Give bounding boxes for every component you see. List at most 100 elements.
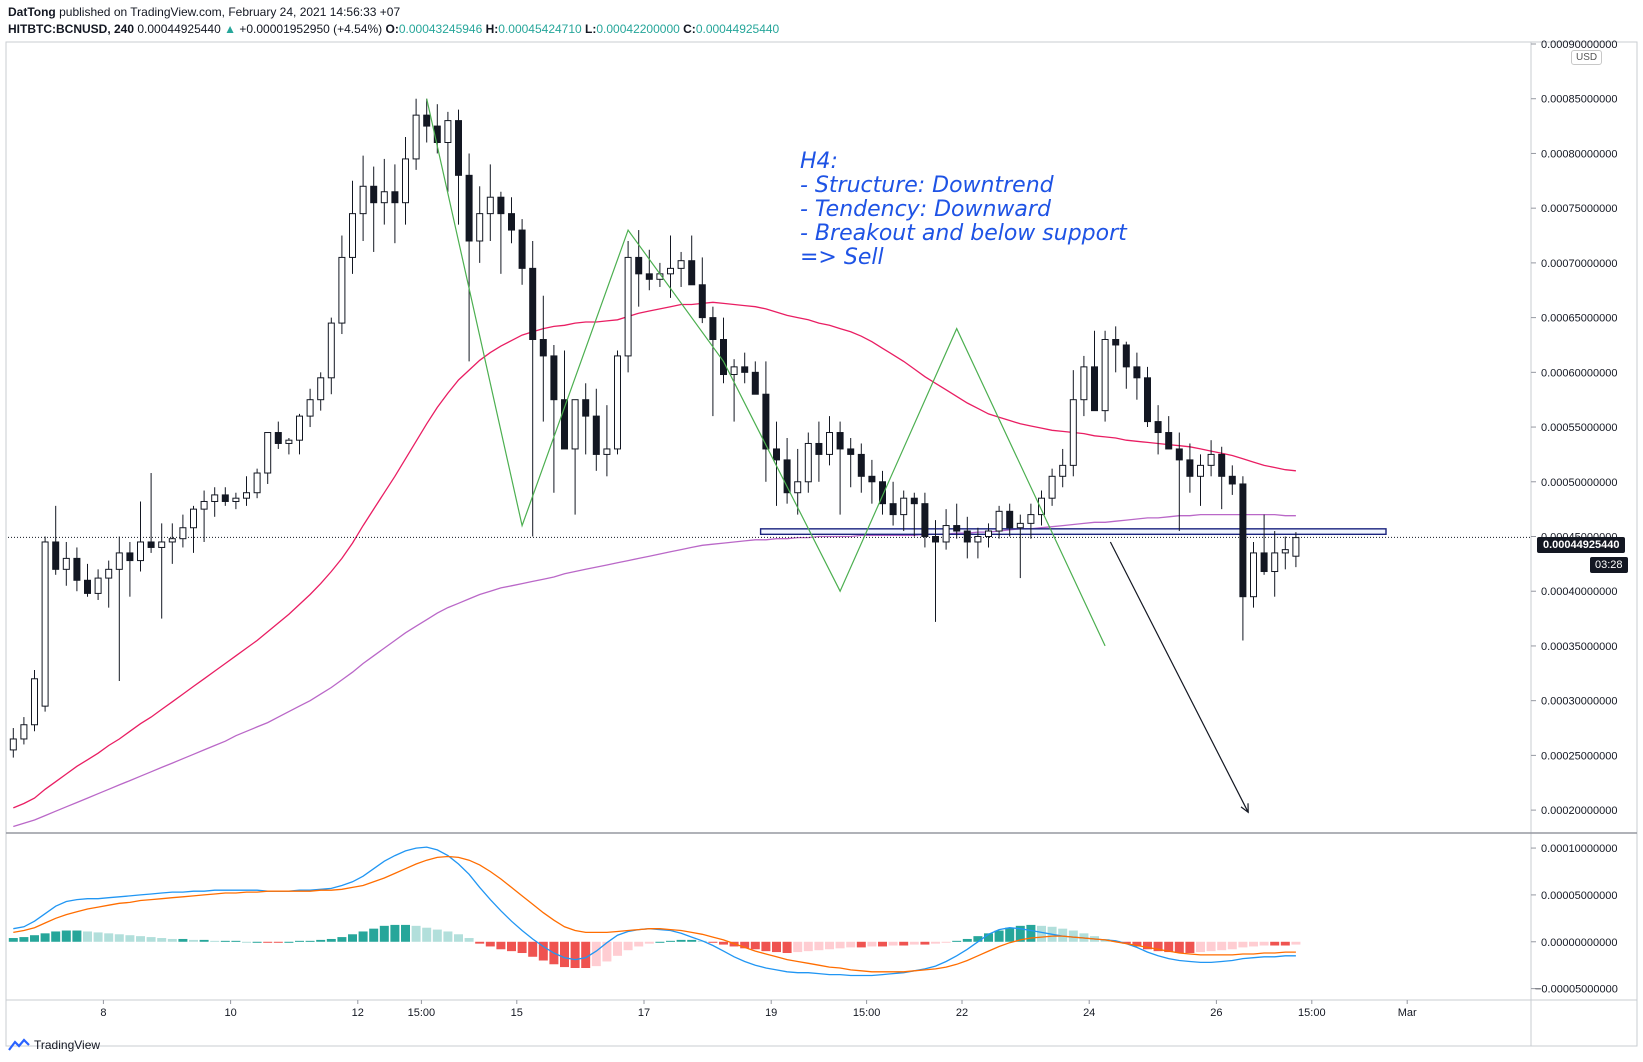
macd-axis[interactable]: 0.00010000000 0.00005000000 0.00000000000 −…	[1531, 843, 1618, 996]
price-tick-label: 0.00090000000	[1541, 39, 1617, 51]
candle	[592, 388, 600, 471]
low-label: L:	[585, 22, 597, 36]
candle	[868, 459, 876, 504]
macd-histogram-bar	[1206, 941, 1216, 952]
candle-body	[338, 256, 346, 324]
candle	[476, 186, 484, 263]
candle	[1144, 366, 1151, 428]
candle-body	[285, 439, 293, 444]
ohlc-legend: HITBTC:BCNUSD, 240 0.00044925440 ▲ +0.00…	[8, 22, 779, 36]
currency-button[interactable]: USD	[1571, 50, 1603, 65]
candle-body	[200, 500, 208, 510]
candle	[921, 492, 929, 548]
author-name[interactable]: DatTong	[8, 5, 56, 19]
candle-body	[688, 260, 696, 286]
candle-body	[1112, 339, 1120, 346]
price-axis[interactable]: 0.00090000000 0.00085000000 0.00080000000 0…	[1531, 39, 1617, 817]
candle	[84, 563, 91, 597]
macd-histogram-bar	[284, 941, 294, 943]
publisher-line: DatTong published on TradingView.com, Fe…	[8, 5, 400, 19]
candle-body	[1144, 377, 1151, 423]
candle	[126, 541, 134, 597]
note-line-3: - Tendency: Downward	[800, 197, 1051, 222]
time-tick-label: 15:00	[853, 1007, 881, 1019]
publish-info: published on TradingView.com, February 2…	[59, 5, 401, 19]
bar-countdown-tag: 03:28	[1590, 557, 1628, 573]
candle	[635, 230, 643, 307]
candle	[794, 448, 802, 515]
candle	[910, 492, 918, 537]
candle-body	[1197, 464, 1204, 477]
time-tick-label: 15:00	[1298, 1007, 1326, 1019]
candle	[985, 523, 992, 548]
support-zone[interactable]	[8, 528, 1531, 538]
symbol-label[interactable]: HITBTC:BCNUSD, 240	[8, 22, 135, 36]
macd-panel	[8, 846, 1301, 977]
candle	[317, 372, 325, 411]
candle-body	[221, 494, 229, 502]
macd-histogram-bar	[634, 941, 644, 947]
time-axis[interactable]: 8 10 12 15:00 15 17 19 15:00 22 24 26 15:00 Mar	[100, 1000, 1417, 1019]
candle-body	[635, 256, 643, 275]
candle	[730, 359, 738, 422]
candle	[857, 443, 865, 493]
low-value: 0.00042200000	[596, 22, 680, 36]
candle	[285, 438, 293, 455]
ema-slow-line	[13, 513, 1296, 828]
macd-histogram-bar	[1280, 941, 1290, 946]
zigzag-lines[interactable]	[426, 98, 1106, 647]
candle	[942, 509, 950, 550]
candle-body	[1133, 366, 1141, 379]
candle-body	[592, 415, 600, 455]
candle	[518, 219, 526, 285]
macd-histogram-bar	[189, 939, 198, 942]
tradingview-logo[interactable]: TradingView	[8, 1038, 100, 1052]
candle-body	[879, 481, 886, 505]
macd-histogram-bar	[1005, 927, 1015, 942]
candle	[741, 352, 749, 384]
candle	[1069, 370, 1077, 477]
macd-tick-label: 0.00010000000	[1541, 843, 1617, 855]
ema-fast-line	[13, 301, 1296, 809]
analysis-note[interactable]: H4: - Structure: Downtrend - Tendency: D…	[800, 150, 1127, 270]
macd-histogram-bar	[1227, 941, 1237, 950]
open-label: O:	[385, 22, 399, 36]
candle-body	[31, 678, 38, 726]
candle-body	[1059, 464, 1067, 477]
macd-histogram-bar	[1238, 941, 1248, 948]
candle-body	[1165, 432, 1173, 450]
candle-body	[889, 503, 897, 516]
candle	[624, 241, 632, 373]
macd-histogram-bar	[401, 924, 410, 942]
candle	[1133, 352, 1141, 400]
macd-histogram-bar	[220, 940, 230, 942]
candle	[1218, 446, 1226, 510]
candle	[614, 350, 621, 455]
candle	[253, 468, 261, 499]
time-tick-label: 22	[956, 1007, 968, 1019]
candle-body	[1271, 552, 1279, 573]
macd-histogram-bar	[835, 941, 845, 949]
candle-body	[158, 541, 166, 548]
macd-histogram-bar	[485, 941, 495, 947]
candle	[9, 728, 17, 758]
time-tick-label: 24	[1083, 1007, 1095, 1019]
candle	[963, 516, 971, 559]
candle-body	[1122, 344, 1130, 368]
candle-body	[942, 525, 950, 543]
candle	[327, 317, 335, 395]
candle	[264, 432, 272, 484]
arrow-shaft	[1109, 541, 1249, 813]
projection-arrow[interactable]	[1109, 541, 1249, 814]
macd-histogram-bar	[644, 941, 654, 944]
candle	[1038, 490, 1045, 526]
candle-body	[985, 530, 992, 537]
time-tick-label: 15:00	[408, 1007, 436, 1019]
candle	[497, 191, 505, 274]
candle-body	[243, 492, 250, 499]
macd-histogram-bar	[422, 927, 432, 942]
candle-body	[444, 120, 452, 144]
candle-body	[359, 185, 367, 215]
candle-body	[932, 536, 939, 543]
